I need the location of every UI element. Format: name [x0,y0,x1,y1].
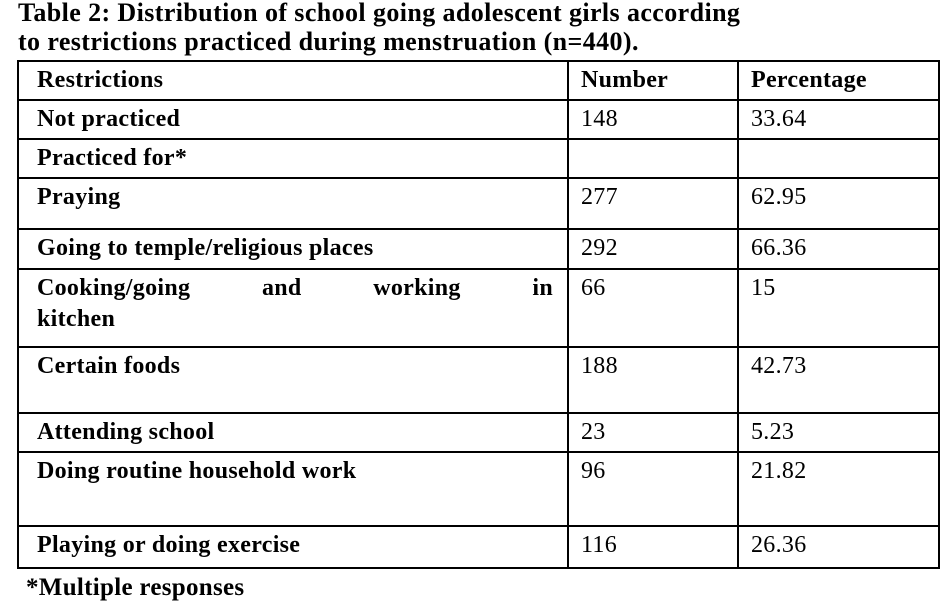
table-row: Practiced for* [17,138,940,180]
table-row: Praying 277 62.95 [17,177,940,231]
column-header-restrictions: Restrictions [17,59,569,101]
cell-restriction: Certain foods [17,345,569,414]
table-title: Table 2: Distribution of school going ad… [18,0,944,57]
cell-percentage: 66.36 [737,228,940,270]
cell-percentage [737,138,940,180]
cell-restriction: Going to temple/religious places [17,228,569,270]
cell-number: 188 [567,345,739,414]
cell-restriction: Doing routine household work [17,450,569,527]
table-row: Playing or doing exercise 116 26.36 [17,524,940,569]
column-header-number: Number [567,59,739,101]
cell-percentage: 26.36 [737,524,940,569]
cell-restriction: Playing or doing exercise [17,524,569,569]
table-row: Certain foods 188 42.73 [17,345,940,414]
table-header-row: Restrictions Number Percentage [17,59,940,101]
cell-percentage: 62.95 [737,177,940,231]
cell-restriction: Practiced for* [17,138,569,180]
table-header: Restrictions Number Percentage [17,59,940,101]
cell-percentage: 42.73 [737,345,940,414]
table-row: Doing routine household work 96 21.82 [17,450,940,527]
cell-number: 116 [567,524,739,569]
table-row: Going to temple/religious places 292 66.36 [17,228,940,270]
cell-percentage: 33.64 [737,98,940,141]
table-title-line1: Table 2: Distribution of school going ad… [18,0,741,27]
cell-percentage: 15 [737,267,940,348]
table-row: Attending school 23 5.23 [17,411,940,453]
cell-restriction: Attending school [17,411,569,453]
cell-percentage: 5.23 [737,411,940,453]
cell-restriction: Not practiced [17,98,569,141]
cell-percentage: 21.82 [737,450,940,527]
table-title-line2: to restrictions practiced during menstru… [18,27,639,57]
table-row: Not practiced 148 33.64 [17,98,940,141]
table-row: Cooking/going and working in kitchen 66 15 [17,267,940,348]
cell-restriction: Cooking/going and working in kitchen [17,267,569,348]
data-table: Restrictions Number Percentage Not pract… [17,59,940,569]
cell-number [567,138,739,180]
cell-number: 96 [567,450,739,527]
table-body: Not practiced 148 33.64 Practiced for* Prayi… [17,98,940,569]
cell-restriction: Praying [17,177,569,231]
cell-number: 277 [567,177,739,231]
column-header-percentage: Percentage [737,59,940,101]
cell-number: 66 [567,267,739,348]
cell-number: 148 [567,98,739,141]
cell-number: 23 [567,411,739,453]
cell-number: 292 [567,228,739,270]
footnote: *Multiple responses [26,573,245,601]
